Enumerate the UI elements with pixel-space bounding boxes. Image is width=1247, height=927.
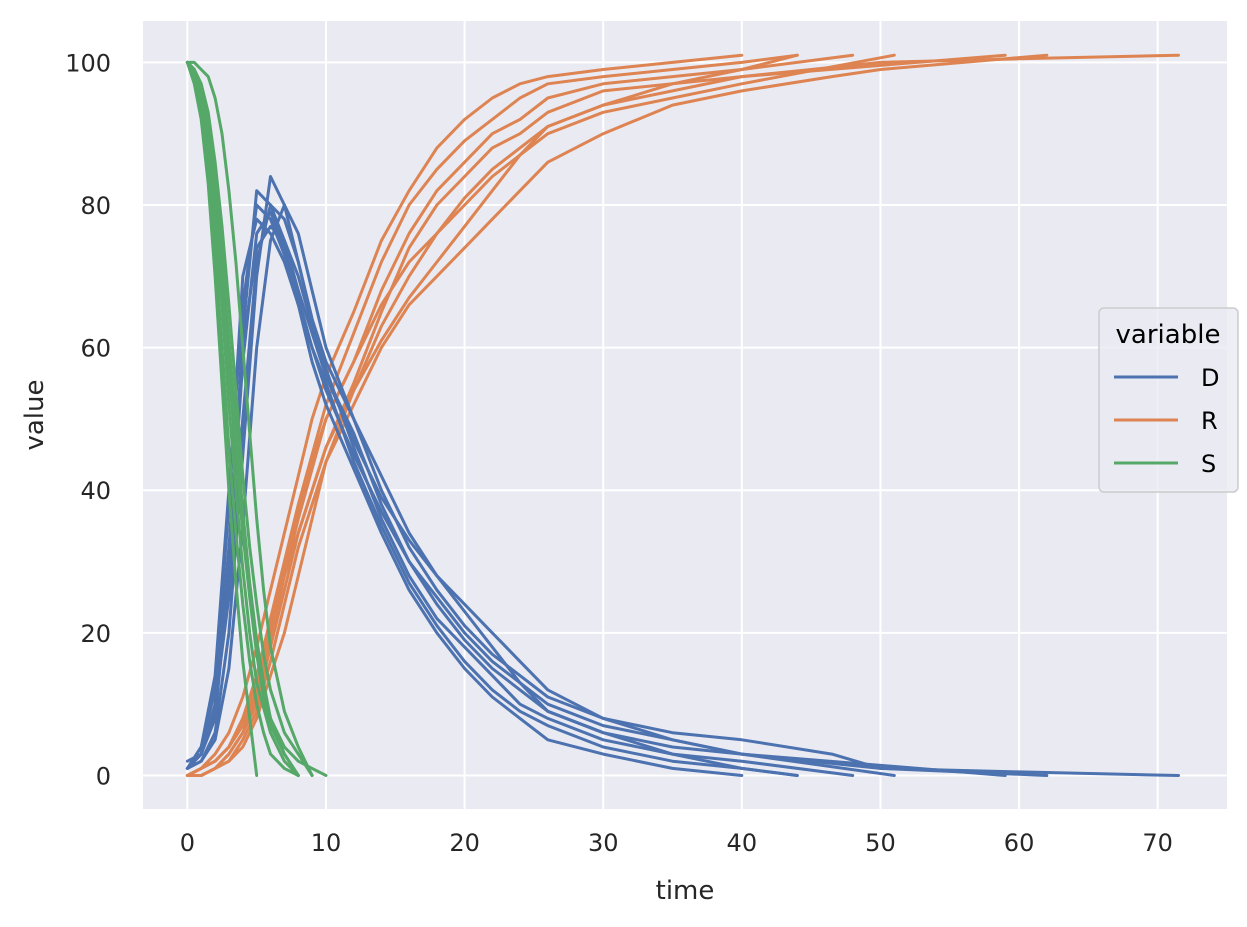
y-tick-label: 60: [80, 335, 111, 363]
y-tick-label: 80: [80, 192, 111, 220]
legend-label-r: R: [1201, 407, 1218, 435]
series-line-s: [185, 60, 259, 777]
series-line-r: [185, 53, 1049, 777]
x-tick-label: 0: [180, 829, 195, 857]
legend-box: [1098, 307, 1239, 493]
x-tick-label: 40: [727, 829, 758, 857]
x-tick-label: 20: [449, 829, 480, 857]
y-tick-label: 40: [80, 477, 111, 505]
y-axis-label: value: [20, 379, 50, 450]
series-line-s: [185, 60, 314, 777]
legend-title: variable: [1116, 320, 1221, 350]
x-tick-label: 60: [1004, 829, 1035, 857]
series-line-r: [185, 53, 799, 777]
x-tick-label: 70: [1142, 829, 1173, 857]
legend-label-d: D: [1201, 364, 1219, 392]
x-tick-labels: 0 10 20 30 40 50 60 70: [180, 829, 1173, 857]
series-line-r: [185, 53, 896, 777]
series-line-d: [185, 203, 1049, 777]
y-tick-label: 0: [96, 762, 111, 790]
legend-label-s: S: [1201, 450, 1216, 478]
plot-area: [143, 21, 1227, 809]
legend: variable D R S: [1098, 307, 1239, 493]
y-tick-labels: 0 20 40 60 80 100: [65, 49, 111, 790]
y-tick-label: 100: [65, 49, 111, 77]
x-tick-label: 30: [588, 829, 619, 857]
y-tick-label: 20: [80, 620, 111, 648]
series-line-s: [185, 60, 300, 777]
series-lines: [185, 53, 1180, 777]
series-line-s: [185, 60, 314, 777]
x-tick-label: 50: [865, 829, 896, 857]
series-line-r: [185, 53, 744, 777]
x-tick-label: 10: [311, 829, 342, 857]
x-axis-label: time: [656, 876, 715, 906]
series-line-d: [185, 203, 1007, 777]
series-line-s: [185, 60, 300, 777]
